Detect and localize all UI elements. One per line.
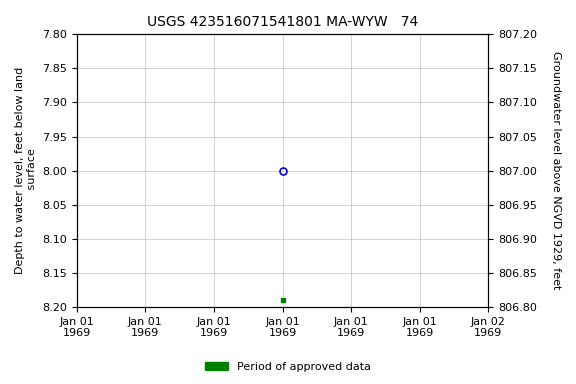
Y-axis label: Groundwater level above NGVD 1929, feet: Groundwater level above NGVD 1929, feet [551,51,561,290]
Y-axis label: Depth to water level, feet below land
 surface: Depth to water level, feet below land su… [15,67,37,274]
Legend: Period of approved data: Period of approved data [201,358,375,377]
Title: USGS 423516071541801 MA-WYW   74: USGS 423516071541801 MA-WYW 74 [147,15,418,29]
